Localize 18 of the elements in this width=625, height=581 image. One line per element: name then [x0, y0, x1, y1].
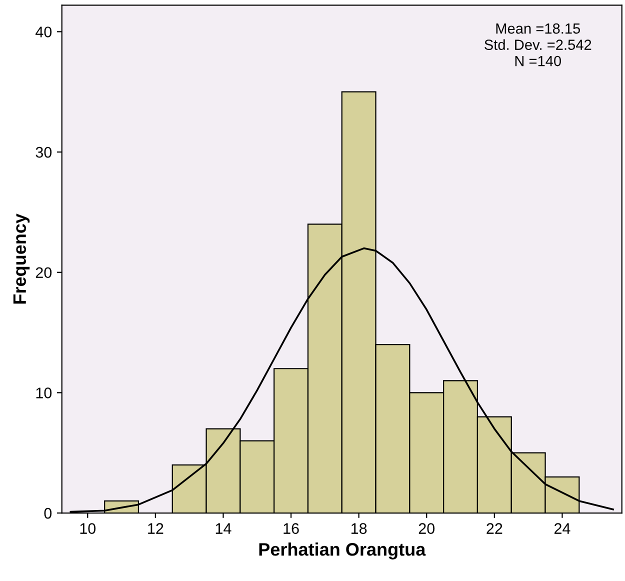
y-tick-label: 40	[36, 26, 52, 38]
annotation: Mean =18.15	[496, 23, 580, 34]
x-tick-label: 22	[486, 523, 502, 534]
annotation: Std. Dev. =2.542	[484, 39, 592, 50]
x-tick-label: 16	[284, 523, 299, 534]
x-axis-title: Perhatian Orangtua	[259, 542, 426, 560]
x-tick-label: 10	[80, 523, 96, 534]
y-axis-title: Frequency	[13, 214, 30, 304]
x-tick-label: 14	[216, 523, 232, 534]
y-tick-label: 0	[44, 508, 52, 519]
annotation: N =140	[515, 56, 562, 66]
y-tick-label: 20	[36, 267, 52, 278]
x-tick-label: 24	[554, 523, 570, 534]
y-tick-label: 30	[36, 146, 52, 158]
x-tick-label: 20	[418, 523, 435, 534]
x-tick-label: 18	[351, 523, 367, 534]
y-tick-label: 10	[36, 388, 52, 398]
x-tick-label: 12	[148, 523, 164, 534]
